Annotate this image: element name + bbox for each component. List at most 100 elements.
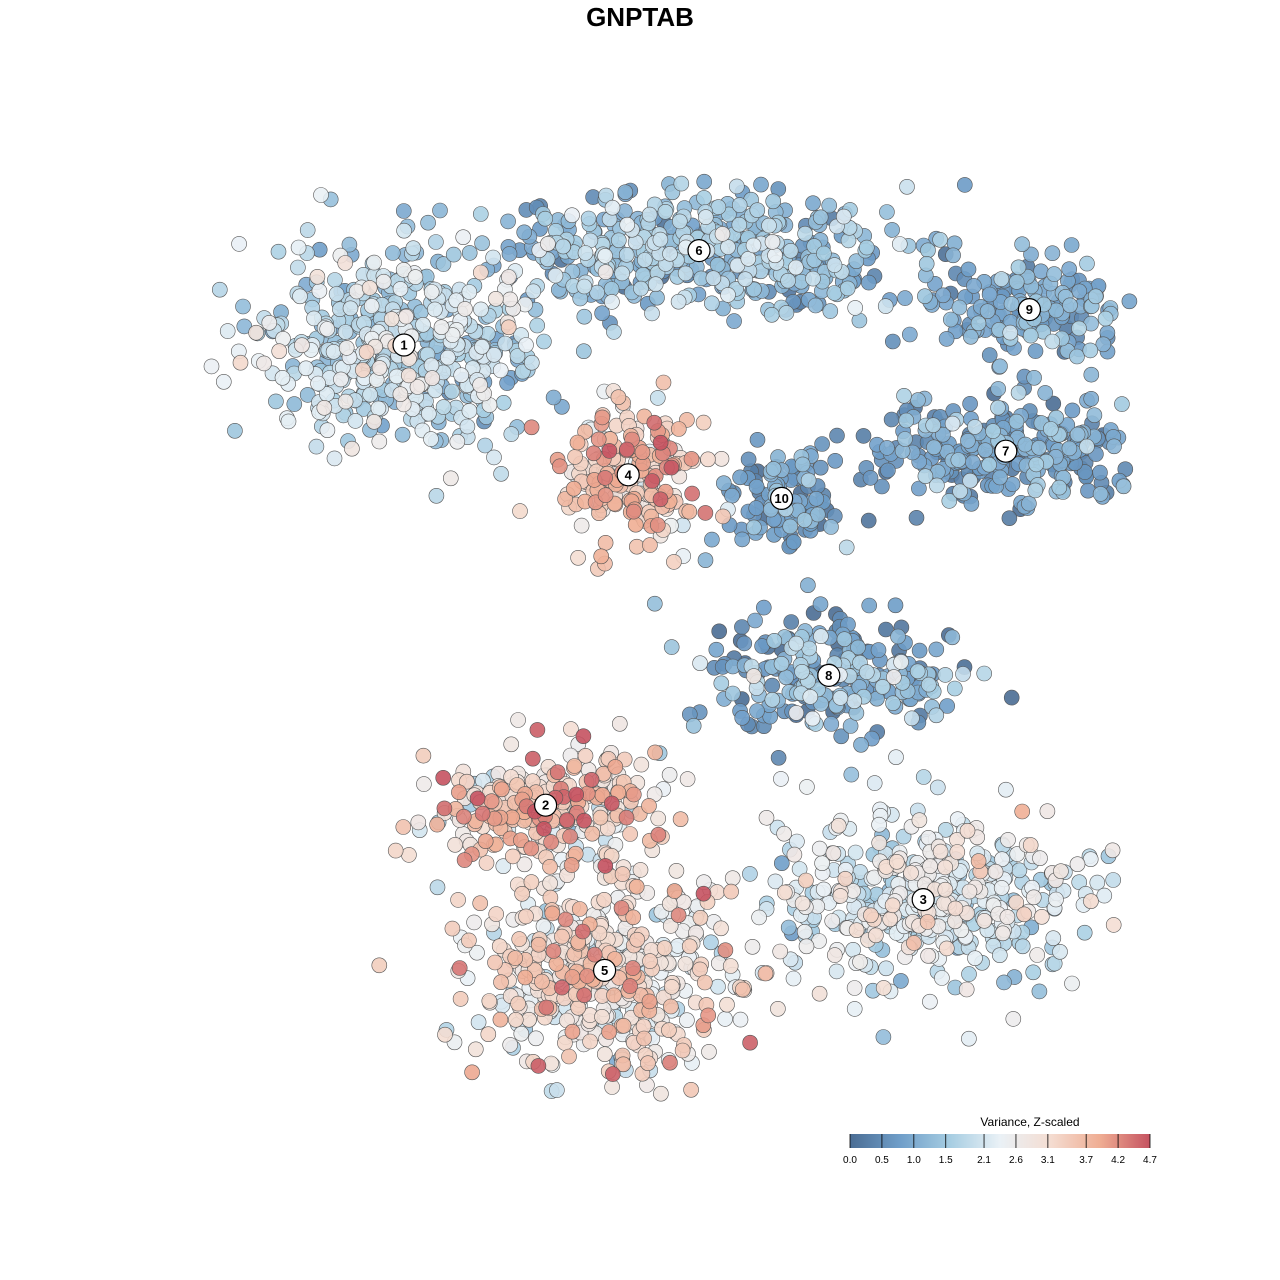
cell-point <box>800 472 817 489</box>
cell-point <box>573 517 590 534</box>
legend-tick-label: 0.0 <box>843 1155 857 1166</box>
cell-point <box>875 1029 892 1045</box>
cell-point <box>500 319 517 336</box>
svg-text:8: 8 <box>825 668 832 683</box>
cell-point <box>440 349 456 366</box>
cell-point <box>655 374 672 391</box>
cell-point <box>897 431 913 447</box>
cell-point <box>604 199 621 216</box>
cell-point <box>748 478 765 495</box>
cell-point <box>967 419 983 435</box>
cell-point <box>461 932 477 949</box>
cell-point <box>880 462 896 479</box>
cell-point <box>677 956 694 972</box>
cell-point <box>832 888 849 904</box>
cell-point <box>606 987 622 1004</box>
cell-point <box>860 512 877 529</box>
cell-point <box>577 245 594 261</box>
cell-point <box>327 272 343 288</box>
cell-point <box>720 239 736 255</box>
cell-point <box>753 176 769 193</box>
cell-point <box>647 276 664 293</box>
cell-point <box>911 642 928 659</box>
cell-point <box>804 710 821 727</box>
cell-point <box>576 812 592 829</box>
cell-point <box>1053 863 1069 880</box>
cell-point <box>798 938 815 955</box>
cell-point <box>780 919 797 936</box>
cell-point <box>1005 1011 1022 1027</box>
cell-point <box>780 272 796 289</box>
cell-point <box>745 668 762 684</box>
legend-tick-label: 4.7 <box>1143 1155 1157 1166</box>
cell-point <box>398 308 414 325</box>
cell-point <box>685 717 702 734</box>
cell-point <box>472 377 488 393</box>
cell-point <box>681 938 698 955</box>
cell-point <box>695 885 712 902</box>
cell-point <box>662 246 678 262</box>
cell-point <box>766 632 783 649</box>
cell-point <box>313 187 329 203</box>
cell-point <box>985 423 1001 439</box>
cell-point <box>354 362 371 378</box>
cell-point <box>641 993 658 1010</box>
cell-point <box>503 736 520 753</box>
cell-point <box>1043 421 1059 437</box>
cell-point <box>1000 832 1016 848</box>
legend-tick-label: 3.7 <box>1079 1155 1093 1166</box>
cell-point <box>937 667 954 683</box>
cell-point <box>842 718 859 734</box>
cell-point <box>564 207 580 223</box>
cell-point <box>472 264 489 281</box>
cell-point <box>666 554 682 570</box>
cell-point <box>270 243 287 260</box>
cell-point <box>764 691 781 708</box>
cell-point <box>459 418 476 435</box>
cell-point <box>455 229 472 245</box>
cell-point <box>392 386 409 403</box>
cell-point <box>662 918 679 934</box>
cell-point <box>720 287 736 303</box>
cell-point <box>628 538 645 555</box>
cell-point <box>543 1055 559 1072</box>
cell-point <box>731 197 748 213</box>
cell-point <box>614 866 631 882</box>
cell-point <box>636 1030 652 1047</box>
cell-point <box>929 779 946 796</box>
cell-point <box>663 979 680 995</box>
cell-point <box>767 873 784 890</box>
cell-point <box>455 808 472 825</box>
cell-point <box>748 500 765 516</box>
cell-point <box>1004 476 1021 493</box>
cell-point <box>537 210 554 227</box>
cell-point <box>610 232 627 249</box>
cell-point <box>628 878 645 895</box>
cell-point <box>811 840 828 857</box>
cell-point <box>734 619 750 635</box>
cell-point <box>999 909 1016 925</box>
cell-point <box>362 386 378 403</box>
cell-point <box>697 505 714 521</box>
cell-point <box>449 433 466 450</box>
cell-point <box>812 209 829 226</box>
cell-point <box>1001 510 1018 527</box>
legend-title: Variance, Z-scaled <box>980 1115 1079 1129</box>
cell-point <box>603 795 620 812</box>
cell-point <box>635 266 651 283</box>
legend-tick-label: 2.1 <box>977 1155 991 1166</box>
cell-point <box>825 845 842 862</box>
cell-point <box>747 612 763 629</box>
cell-point <box>337 393 354 410</box>
cell-point <box>970 853 987 869</box>
cell-point <box>670 907 687 924</box>
cell-point <box>847 300 864 316</box>
cell-point <box>580 210 597 227</box>
cell-point <box>874 478 890 495</box>
cell-point <box>922 993 938 1010</box>
cell-point <box>920 242 936 259</box>
cell-point <box>361 280 378 296</box>
cell-point <box>575 343 592 360</box>
cell-point <box>692 909 709 926</box>
cell-point <box>897 290 913 306</box>
